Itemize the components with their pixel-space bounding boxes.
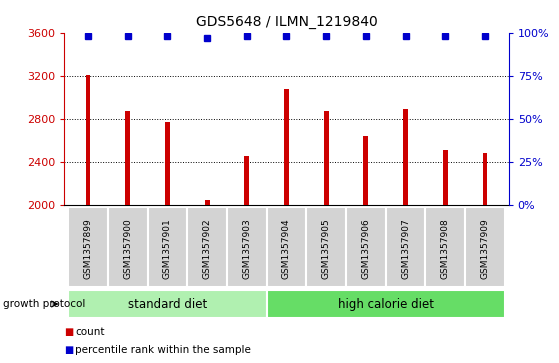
Bar bbox=[363, 136, 368, 363]
Text: percentile rank within the sample: percentile rank within the sample bbox=[75, 345, 252, 355]
Text: standard diet: standard diet bbox=[128, 298, 207, 310]
Bar bbox=[386, 207, 425, 287]
Text: GSM1357904: GSM1357904 bbox=[282, 218, 291, 279]
Text: GSM1357908: GSM1357908 bbox=[440, 218, 449, 279]
Bar bbox=[125, 111, 130, 363]
Text: GSM1357901: GSM1357901 bbox=[163, 218, 172, 279]
Text: high calorie diet: high calorie diet bbox=[338, 298, 434, 310]
Bar bbox=[205, 200, 210, 363]
Bar bbox=[68, 207, 108, 287]
Text: growth protocol: growth protocol bbox=[3, 299, 85, 309]
Bar bbox=[187, 207, 227, 287]
Text: ■: ■ bbox=[64, 327, 74, 337]
Bar bbox=[324, 111, 329, 363]
Bar bbox=[267, 207, 306, 287]
Bar bbox=[244, 155, 249, 363]
Bar bbox=[227, 207, 267, 287]
Bar bbox=[68, 290, 267, 318]
Text: GSM1357905: GSM1357905 bbox=[321, 218, 331, 279]
Text: GSM1357903: GSM1357903 bbox=[242, 218, 252, 279]
Text: GSM1357906: GSM1357906 bbox=[361, 218, 371, 279]
Text: GSM1357899: GSM1357899 bbox=[84, 218, 93, 279]
Text: GSM1357909: GSM1357909 bbox=[480, 218, 489, 279]
Bar bbox=[482, 153, 487, 363]
Title: GDS5648 / ILMN_1219840: GDS5648 / ILMN_1219840 bbox=[196, 15, 377, 29]
Bar bbox=[346, 207, 386, 287]
Text: GSM1357900: GSM1357900 bbox=[124, 218, 132, 279]
Bar bbox=[165, 122, 170, 363]
Bar bbox=[306, 207, 346, 287]
Bar bbox=[284, 89, 289, 363]
Bar bbox=[465, 207, 505, 287]
Bar bbox=[148, 207, 187, 287]
Bar bbox=[108, 207, 148, 287]
Text: GSM1357902: GSM1357902 bbox=[202, 218, 212, 279]
Bar bbox=[425, 207, 465, 287]
Text: ■: ■ bbox=[64, 345, 74, 355]
Text: count: count bbox=[75, 327, 105, 337]
Bar bbox=[443, 150, 448, 363]
Bar bbox=[86, 75, 91, 363]
Bar bbox=[267, 290, 505, 318]
Bar bbox=[403, 109, 408, 363]
Text: GSM1357907: GSM1357907 bbox=[401, 218, 410, 279]
